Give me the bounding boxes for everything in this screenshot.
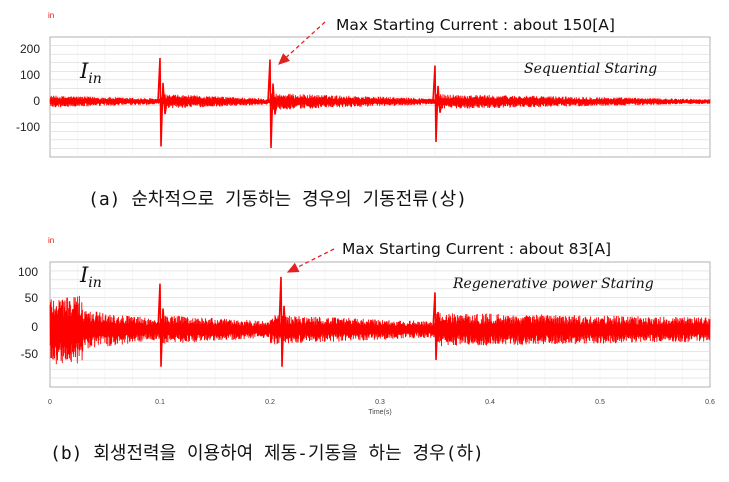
chart-b-ytick-100: 100: [18, 265, 38, 279]
chart-a-symbol: Iin: [79, 59, 102, 87]
chart-a-inset-label: Sequential Staring: [524, 61, 657, 77]
chart-b-annotation-arrow: [286, 248, 335, 273]
chart-b-ytick-0: 0: [31, 320, 38, 334]
chart-a-spike-1: [157, 57, 168, 147]
chart-b-xtick-label: 0.2: [265, 399, 275, 406]
chart-a-ytick-200: 200: [20, 42, 40, 56]
chart-a: in 200 100 0 -100 Iin Sequential Staring…: [16, 11, 711, 210]
chart-b-xtick-label: 0.4: [485, 399, 495, 406]
chart-b-current-series: [49, 276, 711, 367]
chart-b-symbol: Iin: [79, 263, 102, 291]
chart-a-caption: (a) 순차적으로 기동하는 경우의 기동전류(상): [88, 189, 467, 210]
chart-b-caption: (b) 회생전력을 이용하여 제동-기동을 하는 경우(하): [50, 443, 484, 464]
chart-b-xtick-label: 0: [48, 399, 52, 406]
chart-b-annotation: Max Starting Current : about 83[A]: [342, 240, 611, 258]
chart-a-spike-3: [432, 65, 443, 143]
chart-b-spike-3: [432, 292, 443, 361]
chart-b-inset-label: Regenerative power Staring: [452, 276, 654, 292]
chart-a-annotation: Max Starting Current : about 150[A]: [336, 16, 615, 34]
chart-b-x-ticks: 0 0.1 0.2 0.3 0.4 0.5 0.6: [48, 399, 715, 406]
chart-b-xtick-label: 0.6: [705, 399, 715, 406]
chart-b-spike-1: [157, 283, 168, 367]
chart-b-ytick-50: 50: [25, 291, 39, 305]
chart-a-unit-label: in: [48, 11, 54, 20]
chart-a-ytick-minus100: -100: [16, 120, 40, 134]
chart-b-xlabel: Time(s): [368, 409, 391, 416]
chart-b-spike-2: [278, 276, 289, 367]
chart-a-ytick-100: 100: [20, 68, 40, 82]
chart-b-xtick-label: 0.3: [375, 399, 385, 406]
chart-a-spike-2: [267, 59, 278, 149]
chart-a-annotation-arrow: [278, 21, 326, 65]
chart-b-xtick-label: 0.1: [155, 399, 165, 406]
chart-b: in 100 50 0 -50 0 0.1 0.2 0.3 0.4 0.5 0.6 Time…: [18, 236, 715, 464]
chart-b-unit-label: in: [48, 236, 54, 245]
chart-b-xtick-label: 0.5: [595, 399, 605, 406]
chart-b-ytick-minus50: -50: [21, 347, 39, 361]
chart-a-current-series: [49, 57, 711, 149]
chart-a-ytick-0: 0: [33, 94, 40, 108]
